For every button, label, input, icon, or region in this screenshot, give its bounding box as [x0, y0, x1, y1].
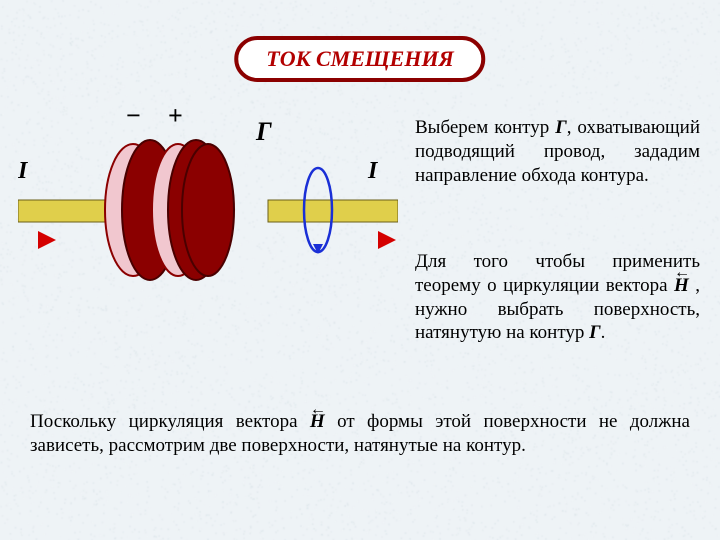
p2-vector-H: H [674, 274, 689, 298]
p1-gamma: Г [555, 117, 566, 138]
svg-text:I: I [367, 158, 379, 184]
p1-text-a: Выберем контур [415, 117, 555, 138]
p3-text-a: Поскольку циркуляция вектора [30, 411, 310, 432]
svg-text:I: I [18, 158, 29, 184]
p2-text-c: . [601, 322, 606, 343]
svg-text:+: + [168, 101, 183, 130]
paragraph-3: Поскольку циркуляция вектора H от формы … [30, 410, 690, 458]
p2-text-a: Для того чтобы применить теорему о цирку… [415, 251, 700, 296]
capacitor-plates [105, 140, 234, 280]
capacitor-diagram: −+ I I Г [18, 100, 398, 300]
slide-title: ТОК СМЕЩЕНИЯ [234, 36, 485, 82]
paragraph-1: Выберем контур Г, охватывающий подводящи… [415, 116, 700, 187]
wire-left [18, 200, 113, 222]
paragraph-2: Для того чтобы применить теорему о цирку… [415, 250, 700, 345]
slide-content: ТОК СМЕЩЕНИЯ −+ I I Г Выберем контур Г, ох… [0, 0, 720, 540]
svg-text:−: − [126, 101, 141, 130]
p3-vector-H: H [310, 410, 325, 434]
svg-text:Г: Г [255, 117, 272, 146]
p2-gamma: Г [589, 322, 600, 343]
